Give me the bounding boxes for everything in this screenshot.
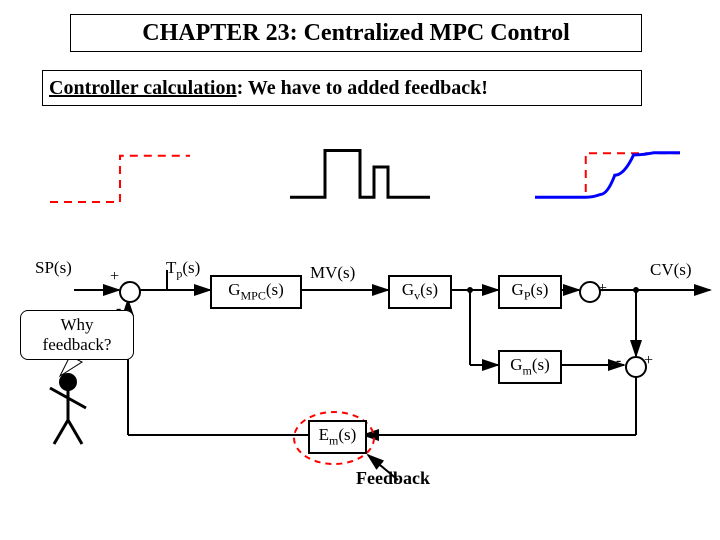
subtitle: Controller calculation: We have to added… [42,70,642,106]
sum-err-minus: - [616,352,621,370]
feedback-label: Feedback [356,468,430,489]
page-title-text: CHAPTER 23: Centralized MPC Control [142,15,570,51]
sum-err-plus: + [644,352,653,370]
why-feedback-callout: Why feedback? [20,310,134,360]
gp-block: GP(s) [498,275,562,309]
page-title: CHAPTER 23: Centralized MPC Control [70,14,642,52]
subtitle-rest: : We have to added feedback! [237,77,488,99]
tp-label: Tp(s) [166,258,200,281]
callout-line2: feedback? [29,335,125,355]
sp-label: SP(s) [35,258,72,278]
gmpc-block: GMPC(s) [210,275,302,309]
sum-sp [119,281,141,303]
gv-block: Gv(s) [388,275,452,309]
subtitle-anchor: Controller calculation [49,77,237,99]
mv-label: MV(s) [310,263,355,283]
sum-cv-plus: + [598,280,607,298]
cv-label: CV(s) [650,260,692,280]
em-block: Em(s) [308,420,367,454]
callout-line1: Why [29,315,125,335]
gm-block: Gm(s) [498,350,562,384]
sum-sp-plus: + [110,268,119,286]
